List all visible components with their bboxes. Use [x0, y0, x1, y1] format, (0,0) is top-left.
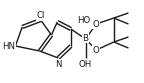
Text: HO: HO: [77, 16, 90, 24]
Text: HN: HN: [2, 42, 15, 50]
Text: B: B: [83, 34, 89, 42]
Text: O: O: [93, 20, 100, 28]
Text: N: N: [55, 60, 61, 69]
Text: OH: OH: [79, 60, 92, 69]
Text: O: O: [93, 45, 100, 55]
Text: Cl: Cl: [37, 11, 45, 20]
